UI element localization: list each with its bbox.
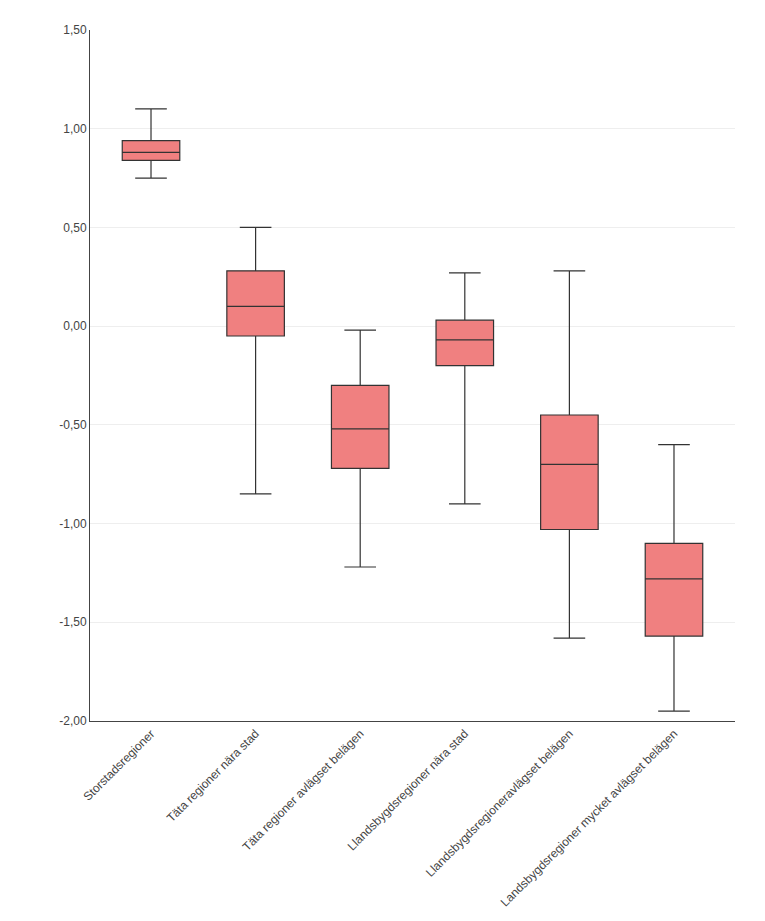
svg-text:Llandsbygdsregioneravlägset be: Llandsbygdsregioneravlägset belägen [423, 727, 576, 880]
svg-text:Täta regioner avlägset belägen: Täta regioner avlägset belägen [240, 727, 367, 854]
svg-text:1,00: 1,00 [63, 122, 87, 136]
svg-text:-2,00: -2,00 [59, 714, 87, 728]
svg-text:Llandsbygdsregioner nära stad: Llandsbygdsregioner nära stad [345, 727, 471, 853]
svg-text:-0,50: -0,50 [59, 418, 87, 432]
svg-text:0,50: 0,50 [63, 221, 87, 235]
svg-text:-1,00: -1,00 [59, 517, 87, 531]
svg-text:0,00: 0,00 [63, 319, 87, 333]
svg-text:Landsbygdsregioner mycket avlä: Landsbygdsregioner mycket avlägset beläg… [498, 727, 681, 910]
svg-text:Storstadsregioner: Storstadsregioner [80, 727, 157, 804]
svg-text:Täta regioner nära stad: Täta regioner nära stad [164, 727, 262, 825]
svg-text:-1,50: -1,50 [59, 615, 87, 629]
svg-text:1,50: 1,50 [63, 23, 87, 37]
